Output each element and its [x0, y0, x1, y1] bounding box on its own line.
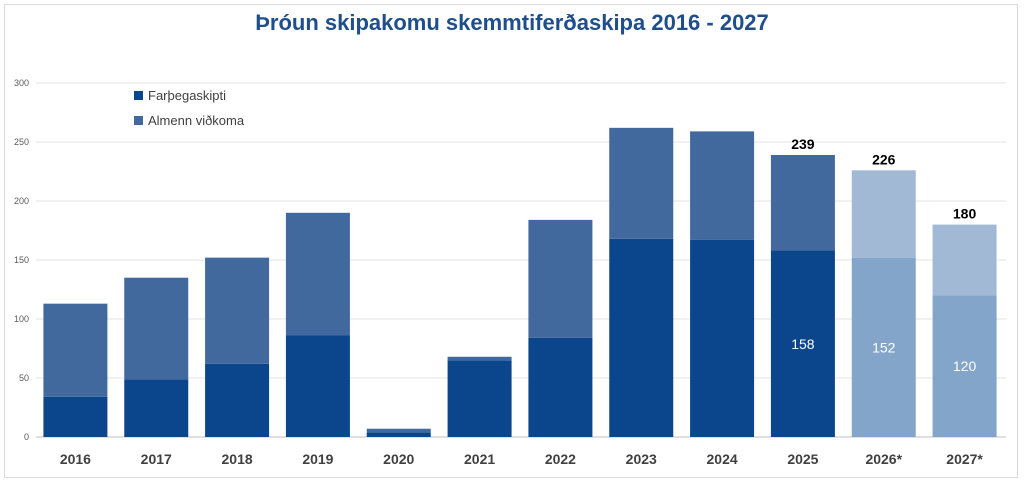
- x-tick-label: 2023: [626, 451, 657, 467]
- legend-label-almenn-vidkoma: Almenn viðkoma: [148, 113, 245, 128]
- segment-value-label: 120: [953, 358, 977, 374]
- segment-value-label: 152: [872, 339, 896, 355]
- bar-2019-series-0: [285, 335, 350, 437]
- y-tick-label: 0: [24, 432, 29, 442]
- x-tick-label: 2016: [60, 451, 91, 467]
- bar-2027-series-0: [932, 295, 997, 437]
- legend: Farþegaskipti Almenn viðkoma: [134, 88, 245, 128]
- x-tick-label: 2027*: [946, 451, 983, 467]
- bar-2018-series-0: [205, 363, 270, 437]
- total-label: 239: [791, 136, 815, 152]
- data-labels: 239 226 180 158 152 120: [791, 136, 976, 374]
- x-tick-label: 2018: [222, 451, 253, 467]
- bar-2025-series-0: [770, 250, 835, 437]
- total-label: 226: [872, 151, 896, 167]
- bar-2021-series-1: [447, 356, 512, 361]
- bar-2017-series-1: [124, 277, 189, 380]
- bar-2024-series-1: [690, 131, 755, 240]
- segment-value-label: 158: [791, 336, 815, 352]
- bar-2021-series-0: [447, 360, 512, 437]
- y-tick-label: 200: [14, 196, 29, 206]
- bar-2023-series-0: [609, 238, 674, 437]
- bar-2017-series-0: [124, 379, 189, 437]
- bar-2016-series-1: [43, 303, 108, 397]
- bar-2022-series-1: [528, 219, 593, 338]
- y-axis-ticks: 0 50 100 150 200 250 300: [14, 78, 29, 442]
- x-tick-label: 2019: [302, 451, 333, 467]
- bar-2019-series-1: [285, 212, 350, 336]
- total-label: 180: [953, 206, 977, 222]
- y-tick-label: 100: [14, 314, 29, 324]
- bars: [43, 127, 997, 437]
- x-tick-label: 2022: [545, 451, 576, 467]
- chart-title: Þróun skipakomu skemmtiferðaskipa 2016 -…: [255, 10, 769, 35]
- legend-swatch-almenn-vidkoma: [134, 116, 143, 125]
- x-tick-label: 2025: [787, 451, 818, 467]
- legend-swatch-farthegaskipti: [134, 91, 143, 100]
- y-tick-label: 250: [14, 137, 29, 147]
- x-tick-label: 2024: [707, 451, 738, 467]
- x-tick-label: 2026*: [865, 451, 902, 467]
- x-tick-label: 2021: [464, 451, 495, 467]
- bar-2023-series-1: [609, 127, 674, 239]
- gridlines: [36, 82, 1006, 438]
- bar-2016-series-0: [43, 396, 108, 437]
- x-tick-label: 2020: [383, 451, 414, 467]
- bar-2025-series-1: [770, 154, 835, 251]
- x-tick-label: 2017: [141, 451, 172, 467]
- y-tick-label: 50: [19, 373, 29, 383]
- bar-2018-series-1: [205, 257, 270, 364]
- bar-2022-series-0: [528, 337, 593, 437]
- x-axis-labels: 2016 2017 2018 2019 2020 2021 2022 2023 2024 2025…: [60, 451, 984, 467]
- bar-2024-series-0: [690, 239, 755, 437]
- bar-2027-series-1: [932, 224, 997, 296]
- legend-label-farthegaskipti: Farþegaskipti: [148, 88, 226, 103]
- bar-2020-series-0: [366, 432, 431, 437]
- bar-2026-series-0: [851, 257, 916, 437]
- bar-2026-series-1: [851, 170, 916, 258]
- y-tick-label: 300: [14, 78, 29, 88]
- bar-2020-series-1: [366, 428, 431, 433]
- y-tick-label: 150: [14, 255, 29, 265]
